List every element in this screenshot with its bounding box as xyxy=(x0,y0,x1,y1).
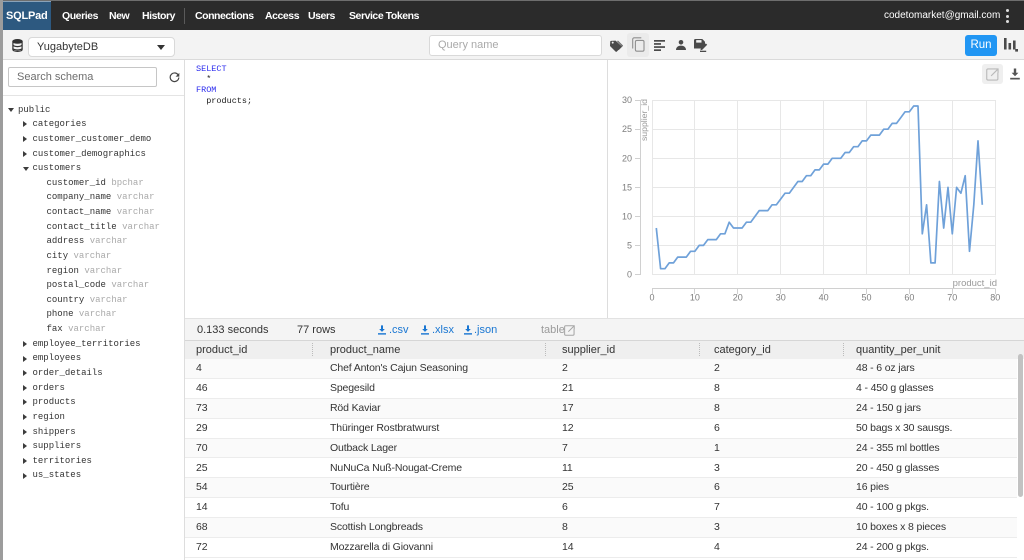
svg-text:70: 70 xyxy=(947,293,957,303)
svg-text:20: 20 xyxy=(622,153,632,163)
svg-text:60: 60 xyxy=(904,293,914,303)
svg-text:product_id: product_id xyxy=(953,278,997,289)
svg-text:50: 50 xyxy=(861,293,871,303)
svg-text:15: 15 xyxy=(622,182,632,192)
svg-text:10: 10 xyxy=(690,293,700,303)
svg-text:0: 0 xyxy=(627,270,632,280)
svg-text:supplier_id: supplier_id xyxy=(639,99,649,141)
svg-text:0: 0 xyxy=(649,293,654,303)
svg-text:30: 30 xyxy=(776,293,786,303)
svg-text:40: 40 xyxy=(819,293,829,303)
svg-text:25: 25 xyxy=(622,124,632,134)
svg-text:20: 20 xyxy=(733,293,743,303)
svg-text:30: 30 xyxy=(622,95,632,105)
svg-text:5: 5 xyxy=(627,240,632,250)
svg-text:80: 80 xyxy=(990,293,1000,303)
svg-text:10: 10 xyxy=(622,211,632,221)
